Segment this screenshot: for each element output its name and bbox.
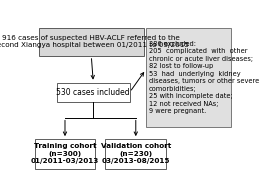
FancyBboxPatch shape — [146, 28, 231, 127]
FancyBboxPatch shape — [105, 139, 166, 169]
Text: 386 excluded:
205  complicated  with  other
chronic or acute liver diseases;
82 : 386 excluded: 205 complicated with other… — [149, 41, 259, 114]
FancyBboxPatch shape — [39, 28, 144, 56]
Text: 530 cases included: 530 cases included — [56, 88, 130, 97]
Text: 916 cases of suspected HBV-ACLF referred to the
second Xiangya hospital between : 916 cases of suspected HBV-ACLF referred… — [0, 35, 189, 48]
FancyBboxPatch shape — [57, 83, 130, 102]
Text: Training cohort
(n=300)
01/2011-03/2013: Training cohort (n=300) 01/2011-03/2013 — [31, 143, 99, 164]
Text: Validation cohort
(n=230)
03/2013-08/2015: Validation cohort (n=230) 03/2013-08/201… — [101, 143, 171, 164]
FancyBboxPatch shape — [35, 139, 95, 169]
